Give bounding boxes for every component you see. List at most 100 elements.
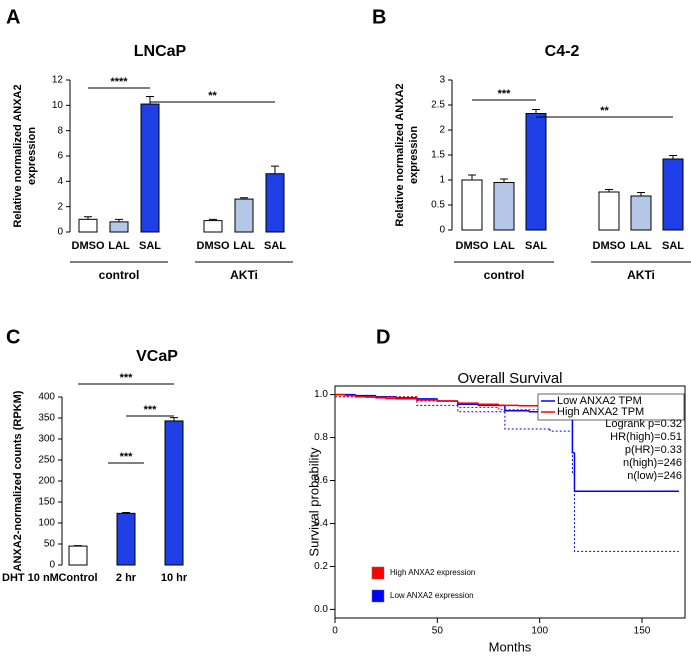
- legend-label: Low ANXA2 TPM: [557, 395, 642, 407]
- error-bar: [146, 95, 154, 105]
- x-tick-label: 150: [634, 626, 651, 637]
- bar: [630, 195, 652, 231]
- survival-step: [571, 431, 575, 475]
- error-bar: [271, 165, 279, 174]
- bar: [493, 182, 515, 231]
- survival-step: [497, 404, 520, 407]
- legend-label: High ANXA2 expression: [390, 568, 475, 577]
- group-label: control: [99, 268, 140, 282]
- x-tick-label: 0: [332, 626, 338, 637]
- error-bar: [209, 218, 217, 221]
- significance-label: **: [600, 105, 609, 117]
- survival-step: [416, 398, 438, 401]
- significance-label: ***: [120, 451, 134, 463]
- survival-step: [416, 396, 458, 406]
- legend-label: Low ANXA2 expression: [390, 591, 474, 600]
- survival-step: [549, 428, 573, 432]
- y-tick-label: 12: [52, 75, 64, 86]
- y-tick-label: 2: [57, 201, 63, 212]
- y-tick-label: 0.4: [314, 518, 328, 529]
- survival-step: [375, 397, 387, 399]
- stat-label: HR(high)=0.51: [610, 431, 682, 443]
- x-tick-label: 2 hr: [116, 572, 137, 584]
- x-tick-label: 50: [432, 626, 444, 637]
- y-tick-label: 150: [38, 497, 55, 508]
- x-tick-label: LAL: [630, 240, 652, 252]
- bar: [598, 191, 620, 231]
- error-bar: [115, 218, 123, 222]
- x-tick-label: LAL: [108, 240, 130, 252]
- significance-label: ***: [498, 88, 512, 100]
- survival-step: [573, 474, 679, 552]
- chart-title: VCaP: [136, 348, 178, 365]
- error-bar: [605, 189, 613, 192]
- survival-step: [457, 401, 499, 408]
- error-bar: [637, 192, 645, 196]
- bar: [68, 545, 88, 566]
- error-bar: [468, 174, 476, 180]
- y-tick-label: 2: [439, 125, 445, 136]
- y-tick-label: 250: [38, 455, 55, 466]
- panel-letter: A: [6, 6, 20, 28]
- y-tick-label: 300: [38, 434, 55, 445]
- bar: [234, 198, 254, 233]
- error-bar: [170, 417, 178, 421]
- y-tick-label: 2.5: [431, 100, 445, 111]
- legend-swatch: [371, 566, 385, 580]
- survival-step: [504, 411, 550, 430]
- stat-label: Logrank p=0.32: [605, 418, 682, 430]
- x-tick-label: SAL: [662, 240, 684, 252]
- y-tick-label: 0.8: [314, 432, 328, 443]
- significance-label: ****: [110, 76, 128, 88]
- bar: [109, 221, 129, 233]
- y-axis-label: Relative normalized ANXA2: [12, 84, 24, 227]
- legend-box: [537, 393, 685, 421]
- error-bar: [669, 155, 677, 159]
- x-tick-label: SAL: [264, 240, 286, 252]
- bar: [525, 113, 547, 231]
- error-bar: [240, 197, 248, 200]
- y-axis-label: expression: [408, 126, 420, 184]
- y-tick-label: 1.5: [431, 150, 445, 161]
- bar: [461, 179, 483, 231]
- x-axis-label: Months: [489, 639, 532, 654]
- y-tick-label: 8: [57, 125, 63, 136]
- y-tick-label: 400: [38, 392, 55, 403]
- error-bar: [532, 109, 540, 114]
- y-axis-label: Survival probability: [306, 447, 321, 557]
- y-tick-label: 0: [57, 227, 63, 238]
- significance-label: ***: [144, 404, 158, 416]
- bar: [164, 420, 184, 566]
- survival-step: [477, 403, 499, 406]
- y-tick-label: 100: [38, 518, 55, 529]
- survival-step: [436, 399, 458, 402]
- group-label: control: [484, 268, 525, 282]
- x-tick-label: DMSO: [456, 240, 489, 252]
- y-axis-label: Relative normalized ANXA2: [394, 83, 406, 226]
- survival-step: [416, 397, 438, 400]
- group-label: AKTi: [230, 268, 258, 282]
- survival-step: [457, 405, 505, 413]
- x-tick-label: SAL: [525, 240, 547, 252]
- y-tick-label: 1.0: [314, 389, 328, 400]
- group-label: AKTi: [627, 268, 655, 282]
- stat-label: p(HR)=0.33: [625, 444, 682, 456]
- bar: [78, 218, 98, 233]
- survival-step: [498, 407, 540, 411]
- y-tick-label: 200: [38, 476, 55, 487]
- y-tick-label: 6: [57, 151, 63, 162]
- x-tick-label: 10 hr: [161, 572, 188, 584]
- error-bar: [500, 178, 508, 183]
- stat-label: n(high)=246: [623, 457, 682, 469]
- y-axis-label: expression: [26, 127, 38, 185]
- survival-step: [416, 396, 458, 402]
- x-axis-label: DHT 10 nM: [2, 572, 59, 584]
- survival-step: [504, 405, 530, 412]
- y-tick-label: 0: [439, 225, 445, 236]
- y-tick-label: 0.6: [314, 475, 328, 486]
- plot-frame: [334, 385, 686, 619]
- bar: [265, 173, 285, 233]
- error-bar: [122, 512, 130, 514]
- bar: [203, 220, 223, 233]
- y-tick-label: 1: [439, 175, 445, 186]
